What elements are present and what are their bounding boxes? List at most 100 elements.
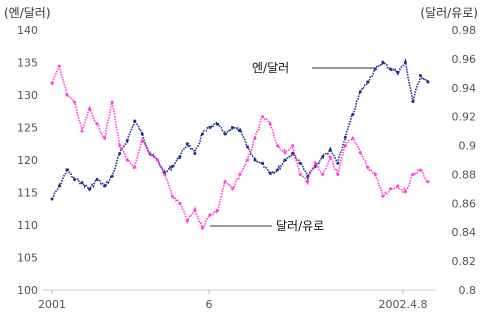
series-point: [396, 71, 399, 74]
left-tick-label: 135: [17, 57, 38, 70]
series-point: [261, 115, 264, 118]
series-point: [118, 144, 121, 147]
series-point: [389, 187, 392, 190]
series-point: [96, 178, 99, 181]
series-point: [208, 213, 211, 216]
right-tick-label: 0.86: [452, 197, 477, 210]
series-point: [389, 68, 392, 71]
series-point: [336, 162, 339, 165]
series-point: [261, 162, 264, 165]
series-point: [171, 165, 174, 168]
series-point: [291, 144, 294, 147]
left-tick-label: 100: [17, 284, 38, 297]
left-tick-label: 110: [17, 219, 38, 232]
series-point: [81, 130, 84, 133]
series-point: [231, 126, 234, 129]
series-point: [366, 166, 369, 169]
right-axis-ticks: 0.98 0.96 0.94 0.92 0.9 0.88 0.86 0.84 0.82 0.8: [452, 24, 477, 297]
series-point: [284, 151, 287, 154]
x-tick-label: 2002.4.8: [379, 298, 428, 311]
series-point: [224, 133, 227, 136]
series-point: [133, 120, 136, 123]
right-tick-label: 0.8: [459, 284, 477, 297]
series-point: [141, 140, 144, 143]
right-tick-label: 0.94: [452, 82, 477, 95]
series-point: [351, 137, 354, 140]
series-point: [118, 152, 121, 155]
series-point: [314, 161, 317, 164]
series-point: [231, 187, 234, 190]
series-point: [412, 173, 415, 176]
series-point: [246, 159, 249, 162]
series-point: [306, 180, 309, 183]
series-point: [224, 180, 227, 183]
series-point: [299, 173, 302, 176]
series-point: [276, 144, 279, 147]
series-point: [141, 133, 144, 136]
series-point: [239, 129, 242, 132]
left-tick-label: 140: [17, 24, 38, 37]
left-tick-label: 115: [17, 187, 38, 200]
series-point: [366, 81, 369, 84]
series-point: [276, 168, 279, 171]
series-point: [284, 159, 287, 162]
series-point: [186, 219, 189, 222]
right-axis-unit: (달러/유로): [420, 6, 478, 20]
series-point: [291, 152, 294, 155]
annotation-dollar-euro: 달러/유로: [276, 219, 324, 233]
left-axis-ticks: 140135130125120115110105100: [17, 24, 38, 297]
series-point: [404, 190, 407, 193]
series-point: [201, 226, 204, 229]
series-point: [88, 108, 91, 111]
series-point: [163, 173, 166, 176]
series-point: [321, 173, 324, 176]
series-point: [381, 61, 384, 64]
series-layer: [51, 61, 430, 230]
series-point: [126, 139, 129, 142]
series-point: [254, 137, 257, 140]
x-tick-label: 2001: [38, 298, 66, 311]
left-tick-label: 125: [17, 122, 38, 135]
series-point: [96, 122, 99, 125]
series-point: [103, 137, 106, 140]
series-point: [419, 74, 422, 77]
series-point: [171, 195, 174, 198]
series-point: [216, 123, 219, 126]
series-point: [216, 209, 219, 212]
series-point: [66, 168, 69, 171]
series-point: [201, 133, 204, 136]
series-point: [148, 151, 151, 154]
series-point: [133, 166, 136, 169]
series-point: [88, 188, 91, 191]
series-point: [427, 81, 430, 84]
series-point: [336, 173, 339, 176]
right-tick-label: 0.96: [452, 53, 477, 66]
series-point: [73, 178, 76, 181]
series-line-dollar-euro: [52, 66, 428, 230]
series-point: [269, 122, 272, 125]
series-point: [208, 126, 211, 129]
series-point: [58, 65, 61, 68]
series-point: [178, 155, 181, 158]
series-point: [351, 113, 354, 116]
series-point: [427, 180, 430, 183]
x-axis-ticks: 2001 6 2002.4.8: [38, 290, 427, 311]
left-tick-label: 105: [17, 252, 38, 265]
series-point: [81, 181, 84, 184]
series-point: [111, 175, 114, 178]
left-axis-unit: (엔/달러): [4, 6, 51, 20]
right-tick-label: 0.88: [452, 168, 477, 181]
series-point: [374, 173, 377, 176]
series-point: [103, 185, 106, 188]
series-point: [193, 152, 196, 155]
series-point: [66, 94, 69, 97]
series-point: [254, 159, 257, 162]
series-point: [178, 202, 181, 205]
right-tick-label: 0.98: [452, 24, 477, 37]
series-point: [404, 61, 407, 64]
annotation-yen-dollar: 엔/달러: [252, 61, 289, 75]
left-tick-label: 130: [17, 89, 38, 102]
series-point: [269, 172, 272, 175]
series-point: [111, 101, 114, 104]
